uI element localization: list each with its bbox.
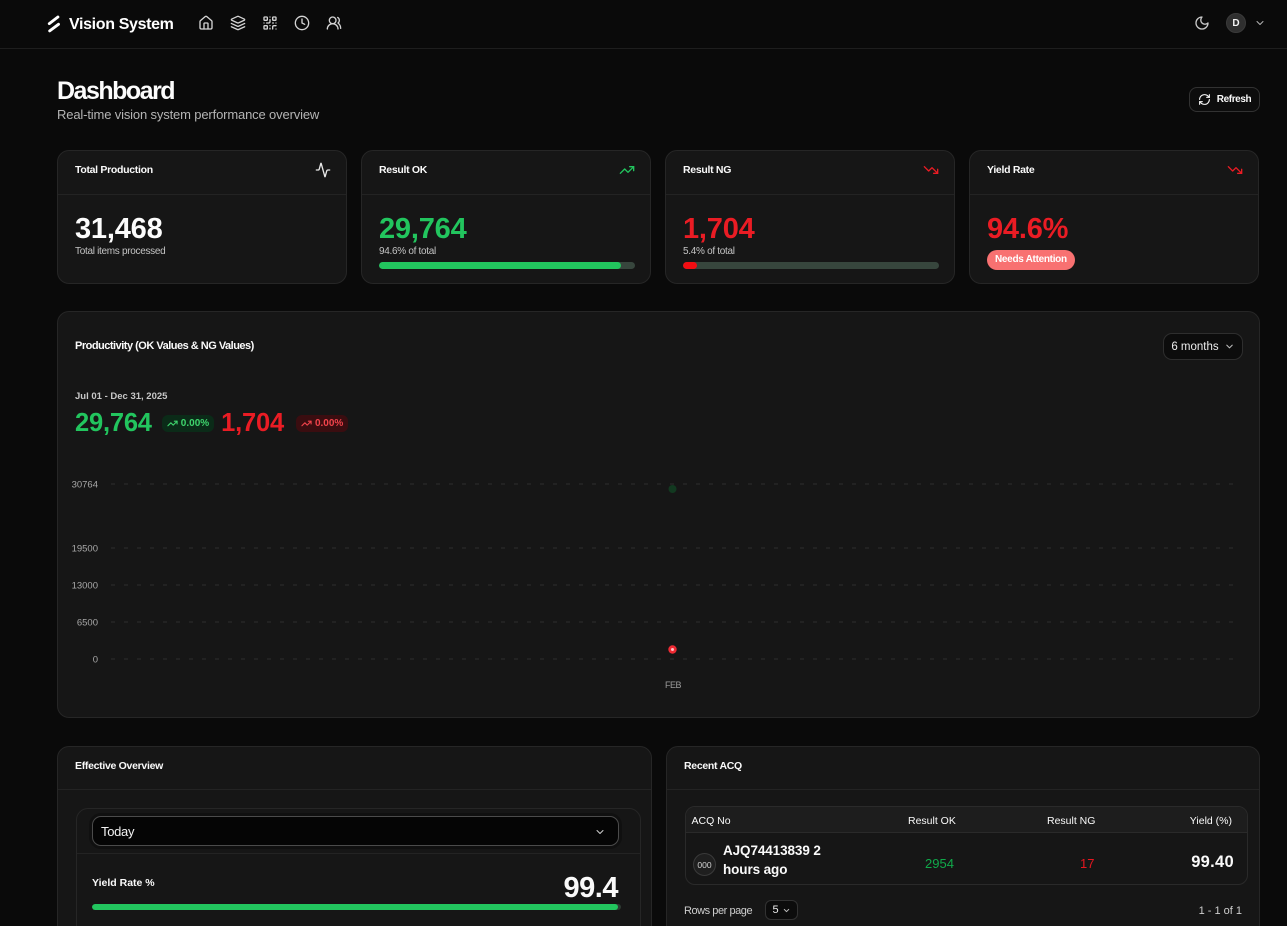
svg-text:6500: 6500 <box>77 618 98 629</box>
svg-text:30764: 30764 <box>72 480 98 491</box>
svg-text:0: 0 <box>93 655 98 666</box>
svg-text:FEB: FEB <box>665 680 682 690</box>
svg-text:19500: 19500 <box>72 544 98 555</box>
svg-text:13000: 13000 <box>72 581 98 592</box>
